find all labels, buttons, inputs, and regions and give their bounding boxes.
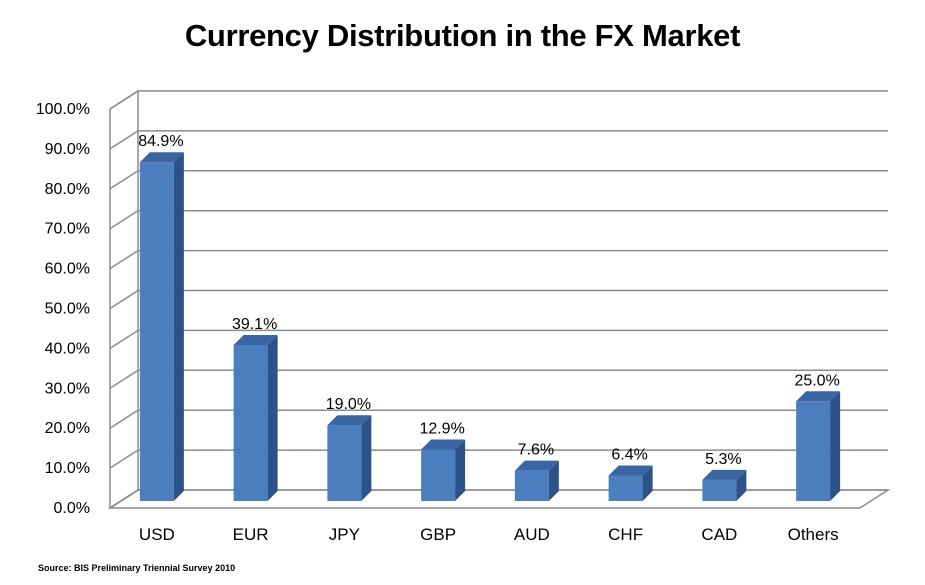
data-labels: 84.9% 39.1% 19.0% 12.9% 7.6% 6.4% 5.3% 25.0% xyxy=(138,133,840,468)
y-tick-label: 50.0% xyxy=(45,301,90,318)
data-label: 6.4% xyxy=(611,446,647,463)
gridline xyxy=(109,489,888,509)
bar-others xyxy=(796,391,841,501)
bars xyxy=(139,152,841,501)
floor xyxy=(107,489,891,509)
bar-front xyxy=(608,475,643,501)
x-tick-label: USD xyxy=(139,525,175,544)
chart-source-note: Source: BIS Preliminary Triennial Survey… xyxy=(38,563,236,573)
bar-top xyxy=(514,460,559,471)
bar-top xyxy=(327,415,372,426)
bar-side xyxy=(173,152,184,501)
bar-top xyxy=(139,152,184,163)
data-label: 12.9% xyxy=(419,421,464,438)
y-tick-label: 20.0% xyxy=(45,420,90,437)
bar-chf xyxy=(608,465,653,501)
bar-top xyxy=(421,439,466,450)
y-tick-label: 10.0% xyxy=(45,460,90,477)
gridlines xyxy=(107,89,891,510)
bar-side xyxy=(548,460,559,501)
gridline xyxy=(109,329,888,350)
bar-eur xyxy=(233,334,278,501)
bar-front xyxy=(796,401,831,501)
y-tick-label: 80.0% xyxy=(45,181,90,198)
data-label: 84.9% xyxy=(138,133,183,150)
x-tick-label: JPY xyxy=(329,525,360,544)
x-tick-label: Others xyxy=(788,525,839,544)
bar-front xyxy=(139,162,174,501)
x-tick-label: GBP xyxy=(420,525,456,544)
bar-top xyxy=(796,391,841,402)
bar-cad xyxy=(702,469,747,501)
gridline xyxy=(109,90,888,110)
gridline xyxy=(109,369,888,389)
gridline xyxy=(109,249,888,270)
gridline xyxy=(109,289,888,310)
bar-front xyxy=(327,425,362,501)
data-label: 25.0% xyxy=(794,372,839,389)
x-axis-ticks: USD EUR JPY GBP AUD CHF CAD Others xyxy=(139,525,839,544)
x-tick-label: CHF xyxy=(608,525,643,544)
bar-front xyxy=(514,470,549,501)
x-tick-label: CAD xyxy=(701,525,737,544)
bar-jpy xyxy=(327,415,372,501)
y-tick-label: 0.0% xyxy=(54,500,90,517)
y-tick-label: 40.0% xyxy=(45,340,90,357)
bar-side xyxy=(736,469,747,501)
bar-side xyxy=(830,391,841,501)
data-label: 5.3% xyxy=(705,451,741,468)
data-label: 39.1% xyxy=(232,316,277,333)
bar-side xyxy=(642,465,653,501)
bar-side xyxy=(361,415,372,501)
gridline xyxy=(109,409,888,429)
gridline xyxy=(109,170,888,190)
bar-front xyxy=(421,449,456,501)
y-tick-label: 60.0% xyxy=(45,261,90,278)
bar-aud xyxy=(514,460,559,501)
chart-title: Currency Distribution in the FX Market xyxy=(184,18,741,53)
y-tick-label: 90.0% xyxy=(45,141,90,158)
gridline xyxy=(109,209,888,230)
bar-top xyxy=(233,334,278,345)
y-axis-ticks: 0.0% 10.0% 20.0% 30.0% 40.0% 50.0% 60.0% 70.0% 8… xyxy=(36,101,90,517)
y-tick-label: 100.0% xyxy=(36,101,90,118)
bar-top xyxy=(702,469,747,480)
gridline xyxy=(109,130,888,150)
bar-front xyxy=(702,479,737,501)
bar-side xyxy=(267,334,278,501)
data-label: 7.6% xyxy=(518,442,554,459)
x-tick-label: AUD xyxy=(514,525,550,544)
gridline xyxy=(109,449,888,469)
bar-top xyxy=(608,465,653,476)
y-tick-label: 30.0% xyxy=(45,380,90,397)
x-tick-label: EUR xyxy=(233,525,269,544)
y-tick-label: 70.0% xyxy=(45,221,90,238)
data-label: 19.0% xyxy=(326,396,371,413)
bar-front xyxy=(233,344,268,501)
bar-gbp xyxy=(421,439,466,501)
bar-usd xyxy=(139,152,184,501)
bar-side xyxy=(455,439,466,501)
